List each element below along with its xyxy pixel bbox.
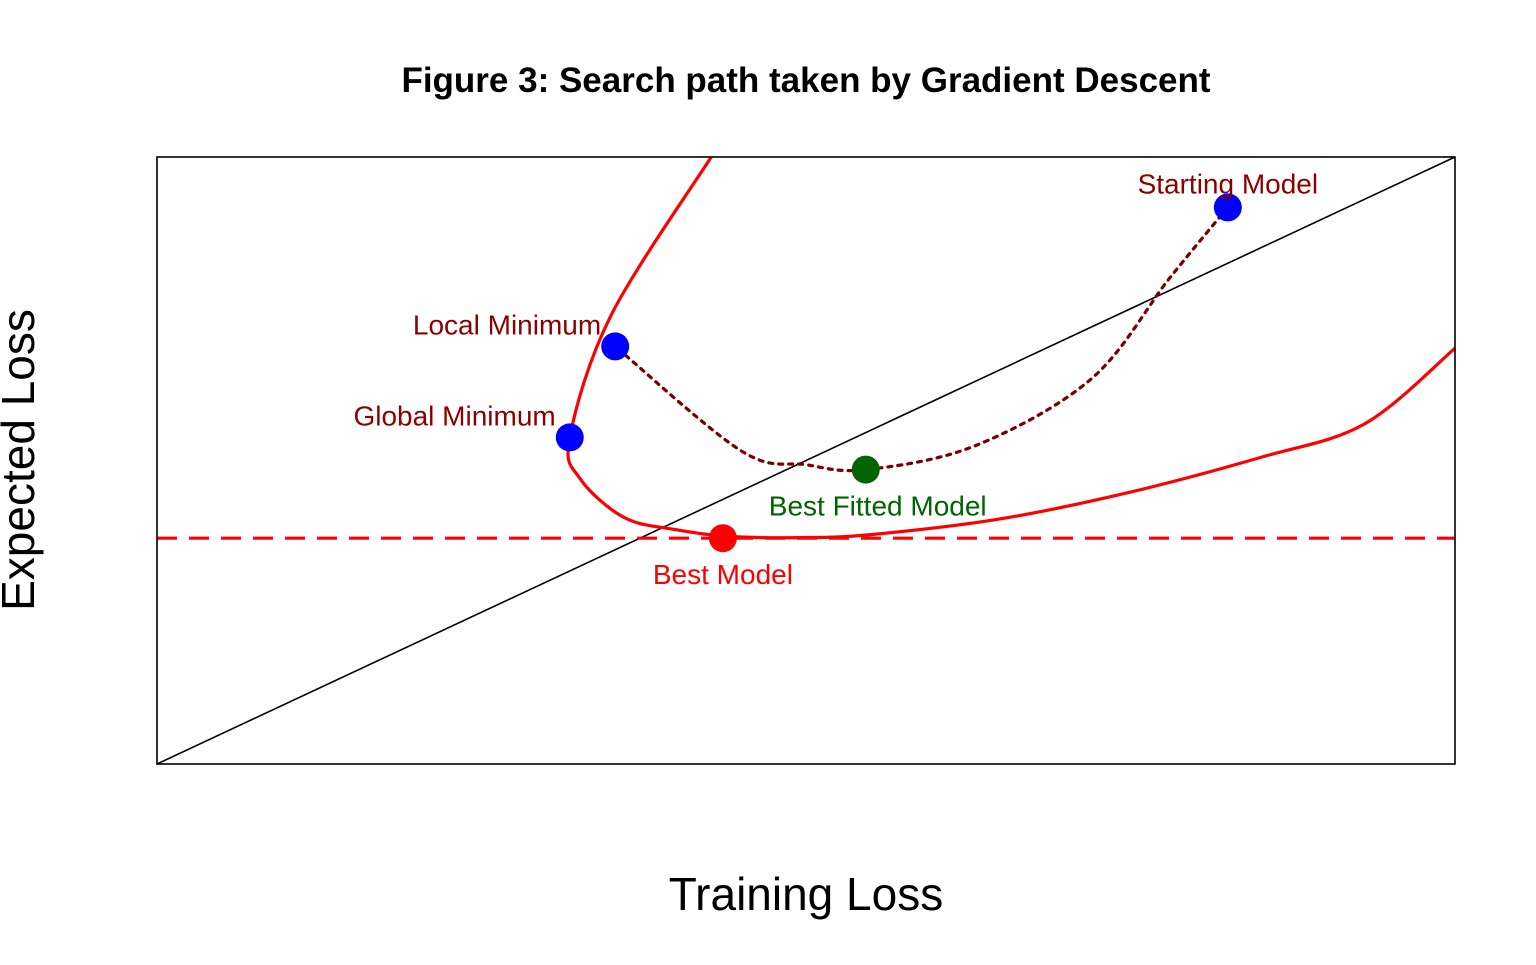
diagonal-reference-line: [156, 156, 1456, 765]
loss-curve: [566, 157, 1455, 540]
local-minimum-label: Local Minimum: [413, 309, 601, 340]
starting-model-label: Starting Model: [1138, 168, 1319, 199]
best-model-point: [708, 524, 737, 553]
global-minimum-label: Global Minimum: [353, 400, 555, 431]
chart-title: Figure 3: Search path taken by Gradient …: [401, 61, 1210, 100]
starting-model-point: [1213, 193, 1242, 222]
x-axis-label: Training Loss: [669, 868, 943, 920]
y-axis-label: Expected Loss: [0, 309, 44, 611]
search-path-dotted: [613, 205, 1230, 473]
best-fitted-model-label: Best Fitted Model: [769, 491, 987, 522]
plot-frame: [156, 156, 1456, 765]
best-fitted-model-point: [851, 455, 880, 484]
global-minimum-point: [555, 423, 584, 452]
local-minimum-point: [601, 332, 630, 361]
plot-area: Starting Model Local Minimum Global Minimu…: [156, 156, 1456, 765]
best-model-label: Best Model: [653, 559, 793, 590]
